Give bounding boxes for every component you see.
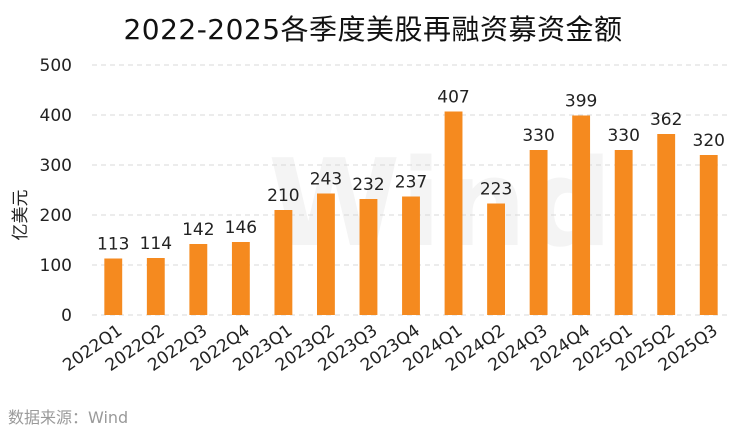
x-axis-ticks: 2022Q12022Q22022Q32022Q42023Q12023Q22023… — [59, 321, 721, 376]
bar — [572, 115, 591, 315]
y-axis-label: 亿美元 — [11, 190, 31, 241]
data-label: 114 — [140, 234, 172, 254]
y-tick-label: 0 — [61, 306, 72, 326]
source-note: 数据来源：Wind — [8, 408, 129, 427]
bars — [104, 111, 718, 315]
bar — [487, 203, 505, 315]
bar — [614, 150, 633, 315]
y-tick-label: 300 — [40, 156, 72, 176]
data-label: 362 — [650, 110, 682, 130]
data-label: 113 — [97, 235, 129, 255]
bar — [529, 150, 548, 315]
bar — [189, 244, 208, 315]
data-label: 243 — [310, 170, 342, 190]
data-label: 330 — [522, 126, 554, 146]
data-labels: 113 114 142 146 210 243 232 237 407 223 330 399 330 3… — [97, 88, 725, 255]
bar — [699, 155, 718, 315]
bar — [444, 111, 463, 315]
data-label: 232 — [352, 175, 384, 195]
y-tick-label: 500 — [40, 56, 72, 76]
data-label: 407 — [437, 88, 469, 108]
data-label: 237 — [395, 173, 427, 193]
bar — [146, 258, 165, 315]
bar — [231, 242, 250, 315]
data-label: 210 — [267, 186, 299, 206]
data-label: 142 — [182, 220, 214, 240]
data-label: 320 — [693, 131, 725, 151]
bar — [317, 193, 335, 315]
bar — [657, 134, 676, 315]
data-label: 223 — [480, 180, 512, 200]
chart-title: 2022-2025各季度美股再融资募资金额 — [123, 13, 623, 46]
y-axis-ticks: 0 100 200 300 400 500 — [40, 56, 72, 326]
bar — [359, 199, 378, 315]
data-label: 330 — [607, 126, 639, 146]
data-label: 399 — [565, 92, 597, 112]
bar — [104, 258, 123, 315]
data-label: 146 — [225, 218, 257, 238]
bar — [274, 210, 293, 315]
y-tick-label: 200 — [40, 206, 72, 226]
bar — [402, 196, 420, 315]
y-tick-label: 400 — [40, 106, 72, 126]
y-tick-label: 100 — [40, 256, 72, 276]
